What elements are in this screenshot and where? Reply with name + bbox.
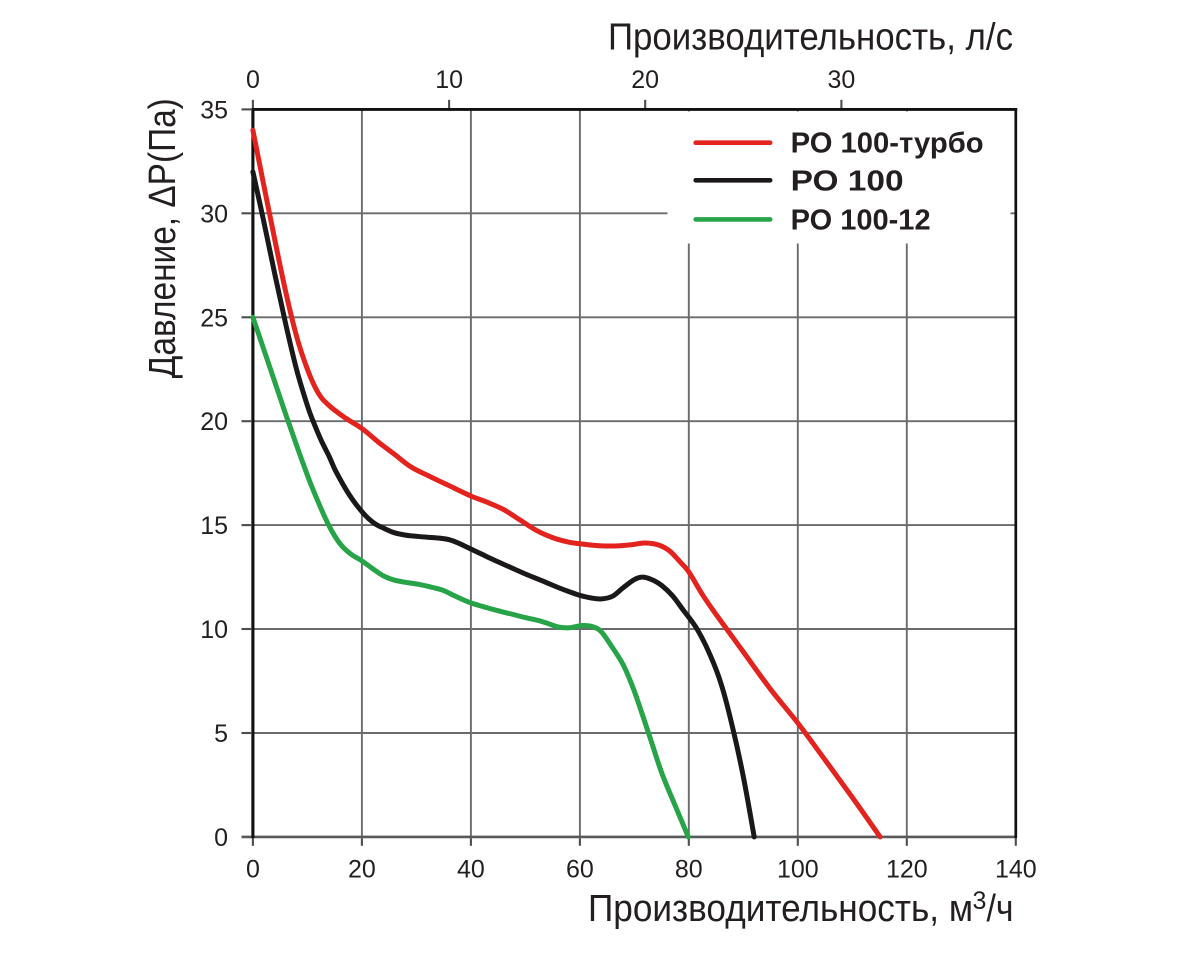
svg-text:20: 20 (631, 66, 659, 94)
svg-text:/ч: /ч (987, 888, 1014, 930)
svg-text:35: 35 (200, 96, 228, 124)
svg-text:30: 30 (200, 200, 228, 228)
svg-text:140: 140 (995, 855, 1037, 883)
svg-text:0: 0 (246, 66, 260, 94)
svg-text:5: 5 (214, 720, 228, 748)
svg-text:0: 0 (246, 855, 260, 883)
svg-text:3: 3 (973, 887, 987, 915)
svg-text:10: 10 (200, 616, 228, 644)
svg-text:25: 25 (200, 304, 228, 332)
svg-text:РО 100-12: РО 100-12 (791, 204, 931, 236)
svg-text:60: 60 (566, 855, 594, 883)
svg-text:80: 80 (675, 855, 703, 883)
svg-text:Давление, ΔР(Па): Давление, ΔР(Па) (142, 98, 184, 378)
svg-text:РО 100-турбо: РО 100-турбо (791, 128, 984, 160)
svg-text:0: 0 (214, 824, 228, 852)
svg-text:Производительность, л/с: Производительность, л/с (608, 17, 1013, 59)
svg-text:30: 30 (827, 66, 855, 94)
svg-text:15: 15 (200, 512, 228, 540)
svg-text:100: 100 (777, 855, 819, 883)
svg-text:120: 120 (886, 855, 928, 883)
svg-text:10: 10 (435, 66, 463, 94)
svg-text:20: 20 (348, 855, 376, 883)
svg-text:20: 20 (200, 408, 228, 436)
svg-text:Производительность, м: Производительность, м (588, 888, 973, 930)
svg-text:40: 40 (457, 855, 485, 883)
svg-text:РО 100: РО 100 (791, 165, 904, 197)
